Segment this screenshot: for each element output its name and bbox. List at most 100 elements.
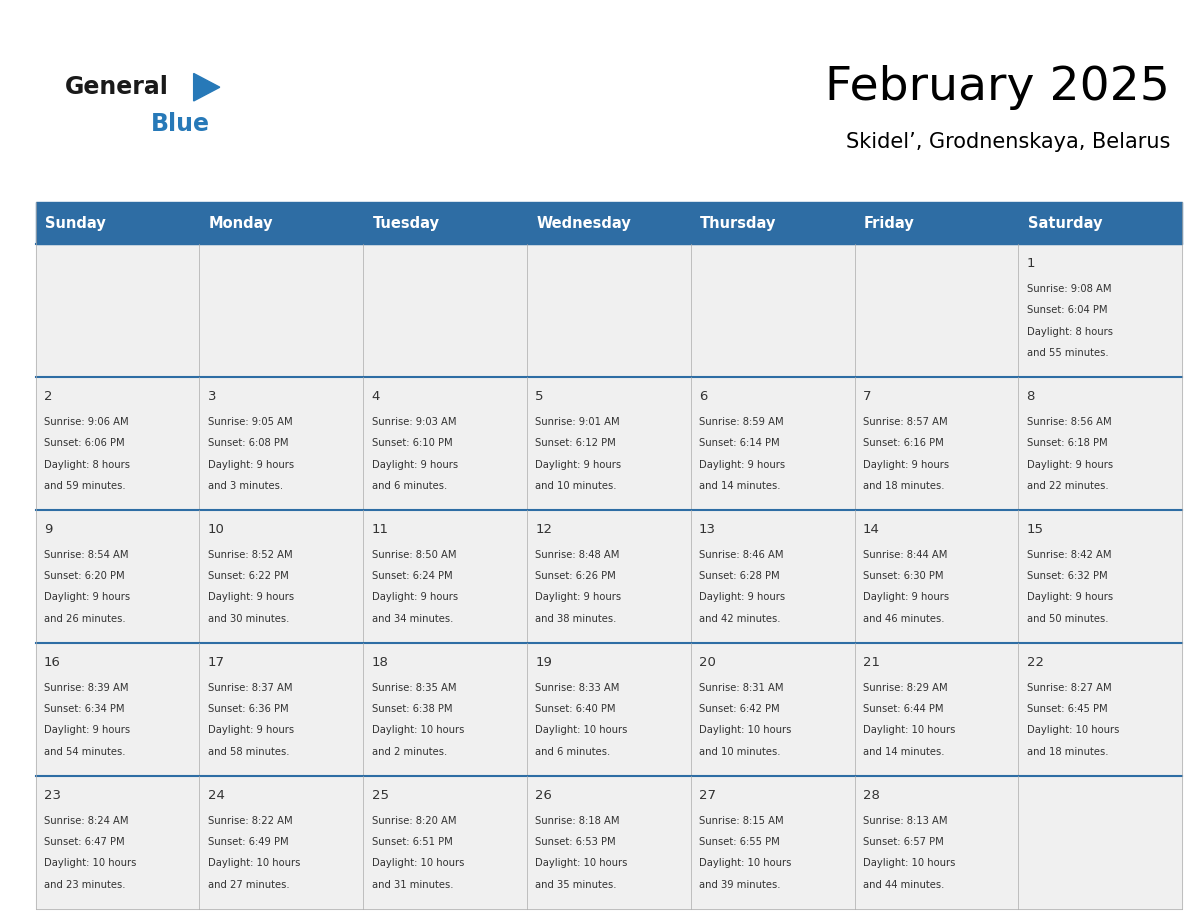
Text: Sunrise: 8:13 AM: Sunrise: 8:13 AM	[862, 816, 947, 826]
Text: Sunset: 6:55 PM: Sunset: 6:55 PM	[699, 837, 779, 847]
Text: Sunset: 6:40 PM: Sunset: 6:40 PM	[536, 704, 615, 714]
Text: Sunset: 6:30 PM: Sunset: 6:30 PM	[862, 571, 943, 581]
Text: Daylight: 10 hours: Daylight: 10 hours	[372, 725, 463, 735]
Text: February 2025: February 2025	[826, 64, 1170, 110]
Text: Sunrise: 9:01 AM: Sunrise: 9:01 AM	[536, 417, 620, 427]
Text: and 18 minutes.: and 18 minutes.	[1026, 746, 1108, 756]
Text: Sunset: 6:06 PM: Sunset: 6:06 PM	[44, 438, 125, 448]
Text: Sunrise: 9:08 AM: Sunrise: 9:08 AM	[1026, 284, 1111, 294]
Text: General: General	[65, 75, 169, 99]
Text: Sunrise: 8:46 AM: Sunrise: 8:46 AM	[699, 550, 784, 560]
Text: 5: 5	[536, 390, 544, 403]
Text: Sunrise: 8:54 AM: Sunrise: 8:54 AM	[44, 550, 128, 560]
Text: Daylight: 9 hours: Daylight: 9 hours	[536, 592, 621, 602]
Text: Sunrise: 8:31 AM: Sunrise: 8:31 AM	[699, 683, 784, 693]
Text: Tuesday: Tuesday	[373, 216, 440, 230]
Bar	[36, 643, 1182, 776]
Text: Friday: Friday	[864, 216, 915, 230]
Text: and 6 minutes.: and 6 minutes.	[536, 746, 611, 756]
Text: Sunday: Sunday	[45, 216, 106, 230]
Text: Sunrise: 8:18 AM: Sunrise: 8:18 AM	[536, 816, 620, 826]
Text: and 38 minutes.: and 38 minutes.	[536, 614, 617, 623]
Text: 4: 4	[372, 390, 380, 403]
Text: Sunrise: 8:57 AM: Sunrise: 8:57 AM	[862, 417, 948, 427]
Text: and 26 minutes.: and 26 minutes.	[44, 614, 126, 623]
Text: Daylight: 9 hours: Daylight: 9 hours	[1026, 460, 1113, 469]
Text: Daylight: 10 hours: Daylight: 10 hours	[862, 858, 955, 868]
Text: 18: 18	[372, 656, 388, 669]
Text: Daylight: 10 hours: Daylight: 10 hours	[699, 858, 791, 868]
Text: Sunrise: 8:42 AM: Sunrise: 8:42 AM	[1026, 550, 1111, 560]
Text: and 14 minutes.: and 14 minutes.	[862, 746, 944, 756]
Text: Daylight: 10 hours: Daylight: 10 hours	[372, 858, 463, 868]
Text: Sunset: 6:45 PM: Sunset: 6:45 PM	[1026, 704, 1107, 714]
Text: and 35 minutes.: and 35 minutes.	[536, 879, 617, 890]
Text: 9: 9	[44, 523, 52, 536]
Text: and 27 minutes.: and 27 minutes.	[208, 879, 290, 890]
Text: Sunrise: 8:22 AM: Sunrise: 8:22 AM	[208, 816, 292, 826]
Text: Sunrise: 8:50 AM: Sunrise: 8:50 AM	[372, 550, 456, 560]
Text: 14: 14	[862, 523, 879, 536]
Text: 27: 27	[699, 789, 716, 802]
Text: Sunrise: 8:44 AM: Sunrise: 8:44 AM	[862, 550, 947, 560]
Bar	[36, 776, 1182, 909]
Text: and 44 minutes.: and 44 minutes.	[862, 879, 944, 890]
Text: 24: 24	[208, 789, 225, 802]
Text: Thursday: Thursday	[700, 216, 777, 230]
Text: 15: 15	[1026, 523, 1043, 536]
Text: and 39 minutes.: and 39 minutes.	[699, 879, 781, 890]
Text: Sunset: 6:57 PM: Sunset: 6:57 PM	[862, 837, 943, 847]
Text: and 23 minutes.: and 23 minutes.	[44, 879, 126, 890]
Text: Sunset: 6:14 PM: Sunset: 6:14 PM	[699, 438, 779, 448]
Text: 23: 23	[44, 789, 61, 802]
Text: Sunrise: 8:15 AM: Sunrise: 8:15 AM	[699, 816, 784, 826]
Text: 22: 22	[1026, 656, 1043, 669]
Text: Sunrise: 8:27 AM: Sunrise: 8:27 AM	[1026, 683, 1111, 693]
Text: Sunset: 6:04 PM: Sunset: 6:04 PM	[1026, 306, 1107, 316]
Text: and 50 minutes.: and 50 minutes.	[1026, 614, 1108, 623]
Text: Daylight: 9 hours: Daylight: 9 hours	[699, 460, 785, 469]
Text: Sunset: 6:28 PM: Sunset: 6:28 PM	[699, 571, 779, 581]
Text: Sunset: 6:08 PM: Sunset: 6:08 PM	[208, 438, 289, 448]
Text: Sunrise: 8:37 AM: Sunrise: 8:37 AM	[208, 683, 292, 693]
Text: and 31 minutes.: and 31 minutes.	[372, 879, 453, 890]
Text: Daylight: 8 hours: Daylight: 8 hours	[1026, 327, 1113, 337]
Text: Daylight: 10 hours: Daylight: 10 hours	[208, 858, 301, 868]
Text: 12: 12	[536, 523, 552, 536]
Text: Sunrise: 9:03 AM: Sunrise: 9:03 AM	[372, 417, 456, 427]
Text: Daylight: 9 hours: Daylight: 9 hours	[44, 725, 129, 735]
Text: Daylight: 9 hours: Daylight: 9 hours	[208, 725, 293, 735]
Text: Sunset: 6:20 PM: Sunset: 6:20 PM	[44, 571, 125, 581]
Text: Monday: Monday	[209, 216, 273, 230]
Bar	[36, 244, 1182, 377]
Text: Sunset: 6:53 PM: Sunset: 6:53 PM	[536, 837, 615, 847]
Text: 28: 28	[862, 789, 879, 802]
Text: and 2 minutes.: and 2 minutes.	[372, 746, 447, 756]
Text: Daylight: 10 hours: Daylight: 10 hours	[44, 858, 137, 868]
Text: Daylight: 10 hours: Daylight: 10 hours	[699, 725, 791, 735]
Text: 20: 20	[699, 656, 716, 669]
Text: and 42 minutes.: and 42 minutes.	[699, 614, 781, 623]
Text: Daylight: 8 hours: Daylight: 8 hours	[44, 460, 129, 469]
Text: Sunrise: 8:29 AM: Sunrise: 8:29 AM	[862, 683, 948, 693]
Text: Skidel’, Grodnenskaya, Belarus: Skidel’, Grodnenskaya, Belarus	[846, 132, 1170, 152]
Text: Sunset: 6:34 PM: Sunset: 6:34 PM	[44, 704, 125, 714]
Bar	[36, 202, 1182, 244]
Text: 8: 8	[1026, 390, 1035, 403]
Polygon shape	[194, 73, 220, 101]
Text: and 34 minutes.: and 34 minutes.	[372, 614, 453, 623]
Text: and 3 minutes.: and 3 minutes.	[208, 481, 283, 491]
Text: 3: 3	[208, 390, 216, 403]
Text: and 58 minutes.: and 58 minutes.	[208, 746, 289, 756]
Bar	[36, 377, 1182, 510]
Text: Sunset: 6:32 PM: Sunset: 6:32 PM	[1026, 571, 1107, 581]
Text: Sunset: 6:10 PM: Sunset: 6:10 PM	[372, 438, 453, 448]
Text: Saturday: Saturday	[1028, 216, 1102, 230]
Text: and 59 minutes.: and 59 minutes.	[44, 481, 126, 491]
Text: Sunrise: 8:52 AM: Sunrise: 8:52 AM	[208, 550, 292, 560]
Text: 21: 21	[862, 656, 880, 669]
Text: Wednesday: Wednesday	[537, 216, 631, 230]
Text: 6: 6	[699, 390, 707, 403]
Text: and 46 minutes.: and 46 minutes.	[862, 614, 944, 623]
Text: 10: 10	[208, 523, 225, 536]
